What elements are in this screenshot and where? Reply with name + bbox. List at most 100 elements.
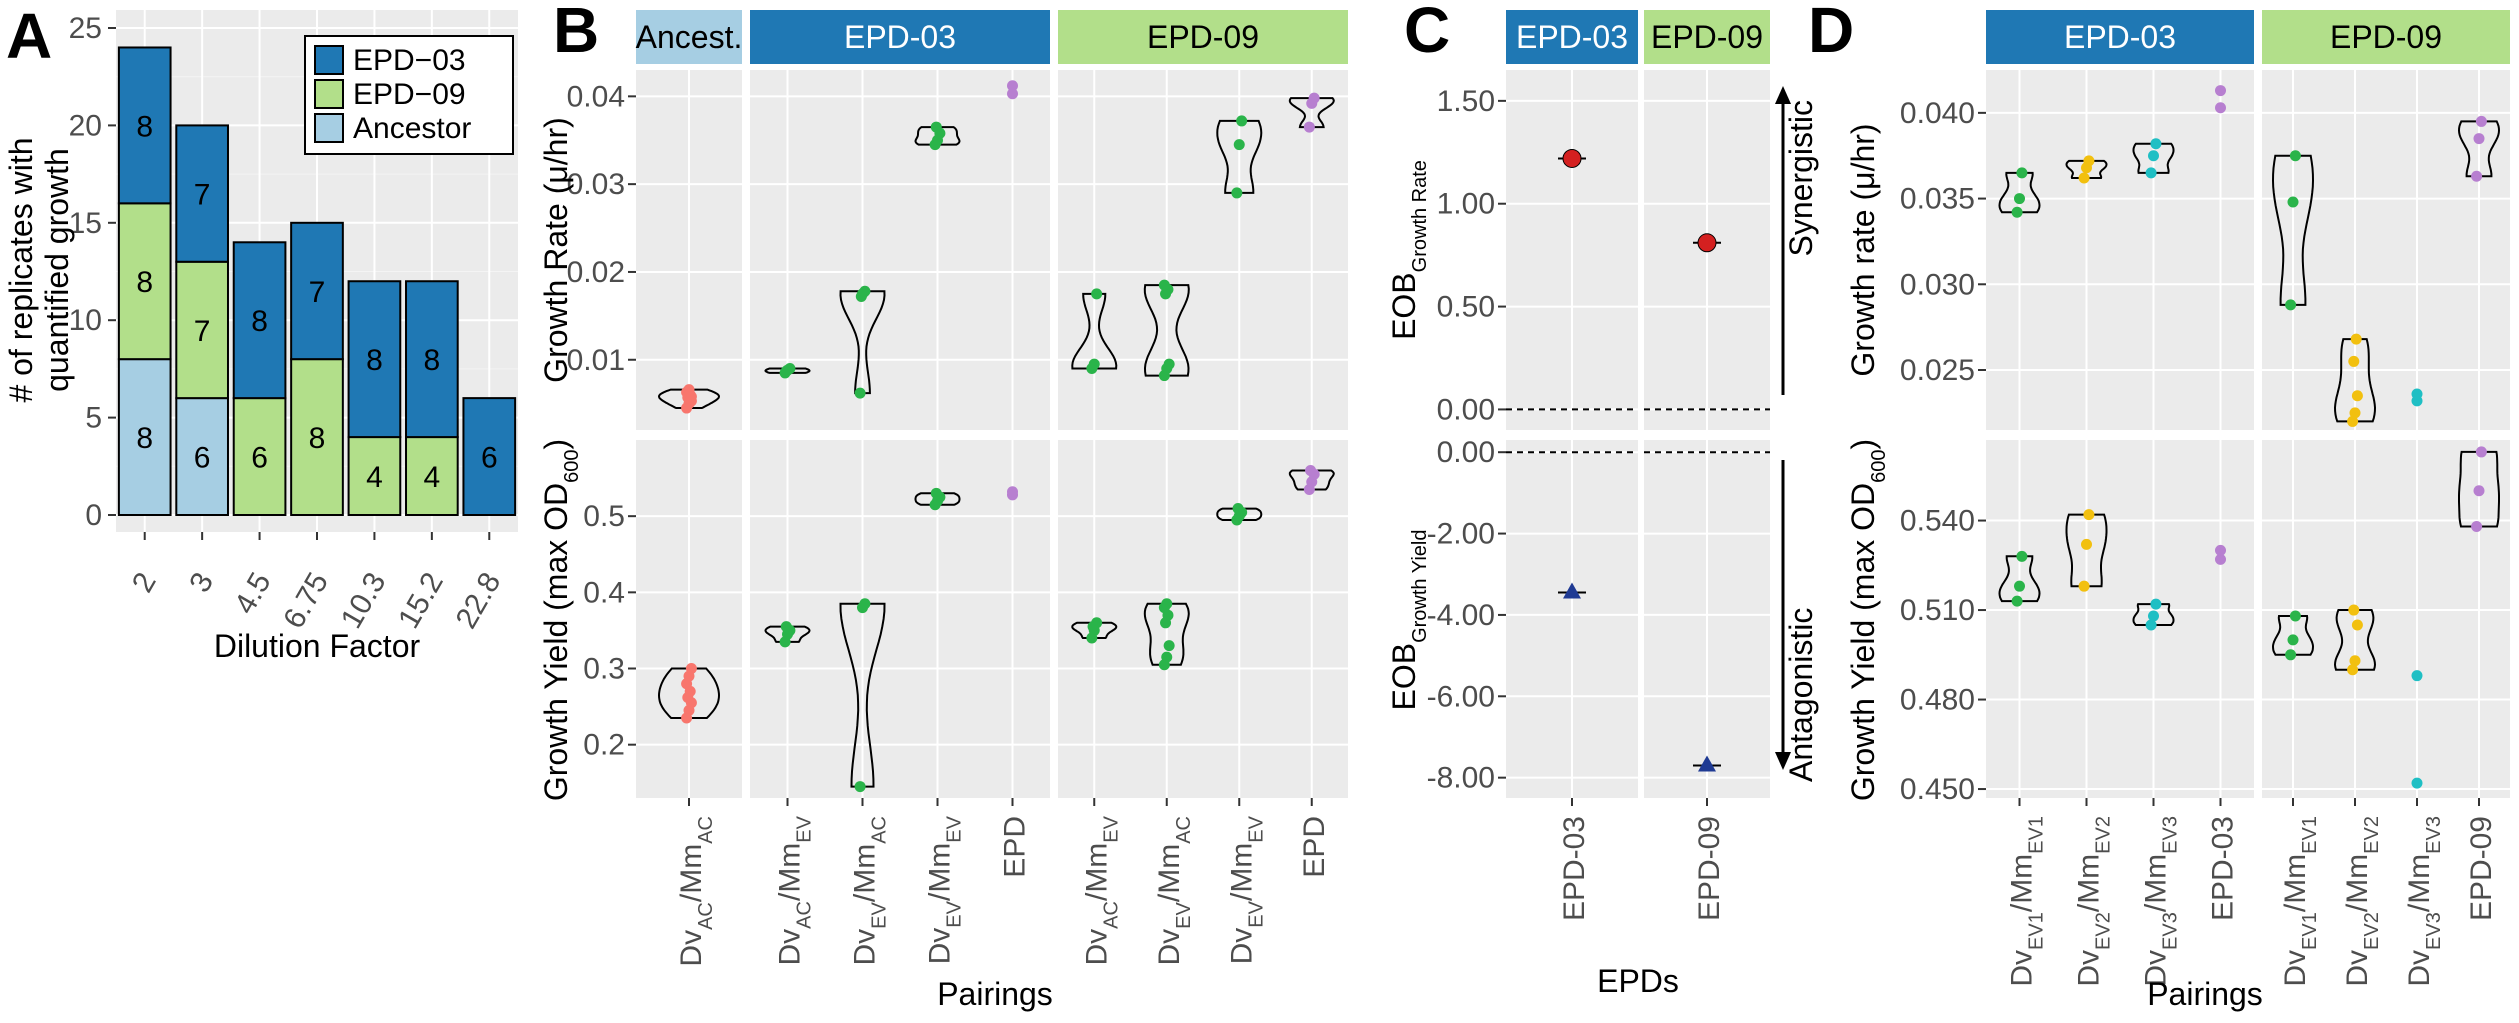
- panel-a-ylabel: # of replicates with: [3, 137, 39, 402]
- panel-b-yield-1-violin: [839, 602, 886, 788]
- panel-a-ytick: 20: [69, 109, 102, 142]
- panel-d-rate-1-point: [2347, 415, 2359, 427]
- panel-d-rate-1-point: [2078, 172, 2090, 184]
- panel-d-yield-3-violin: [2458, 450, 2500, 528]
- panel-d-rate-2-violin: [2132, 142, 2175, 174]
- panel-c-antagonism-arrowhead: [1775, 752, 1791, 770]
- panel-b-rate-1-point: [1158, 279, 1170, 291]
- panel-c-rate-ytick: 1.00: [1437, 188, 1495, 221]
- panel-c-strip-1-label: EPD-09: [1651, 19, 1763, 55]
- panel-letter-b: B: [553, 0, 599, 66]
- panel-d-yield-2-point: [2145, 619, 2157, 631]
- panel-d-yield-3-point: [2475, 446, 2487, 458]
- panel-a-data-label: 8: [136, 266, 153, 299]
- panel-b-yield-0-point: [780, 621, 792, 633]
- panel-b-strip-ancestor: [636, 10, 742, 64]
- panel-b-yield-point: [1007, 486, 1018, 498]
- panel-b-strip-epd09: [1058, 10, 1348, 64]
- panel-b-rate-2-point: [930, 121, 942, 133]
- panel-c-xtick: EPD-03: [1558, 816, 1591, 921]
- panel-c-rate-ylabel: EOBGrowth Rate: [1386, 160, 1431, 340]
- panel-b-yield-2-violin: [1216, 507, 1263, 521]
- panel-d-rate-ytick: 0.040: [1900, 97, 1975, 130]
- panel-a-xtick: 2: [126, 567, 163, 598]
- panel-d-yield-0-point: [2287, 634, 2299, 646]
- panel-letter-c: C: [1404, 0, 1450, 66]
- panel-b-rate-1-point: [1163, 358, 1175, 370]
- panel-a-bar-segment: [117, 202, 172, 361]
- panel-d-strip-epd03-label: EPD-03: [2064, 19, 2176, 55]
- panel-b-rate-3-point: [1303, 121, 1315, 133]
- panel-b-strip-epd03-label: EPD-03: [844, 19, 956, 55]
- panel-d-yield-1-point: [2349, 655, 2361, 667]
- panel-c-yield-point: [1698, 755, 1716, 772]
- panel-c-antagonistic-label: Antagonistic: [1783, 608, 1819, 782]
- panel-b-yield-2-point: [930, 487, 942, 499]
- panel-b-yield-2-violin: [914, 492, 961, 506]
- panel-b-xtick: DvEV/MmEV: [1225, 815, 1267, 964]
- panel-c-rate-ytick: 1.50: [1437, 85, 1495, 118]
- panel-a-xtick: 3: [183, 567, 220, 598]
- panel-d-rate-point: [2411, 388, 2423, 400]
- panel-c-yield-ytick: -6.00: [1427, 680, 1495, 713]
- panel-d-strip-epd03: [1986, 10, 2254, 64]
- panel-d-rate-ytick: 0.030: [1900, 268, 1975, 301]
- panel-b-yield-ytick: 0.5: [583, 500, 625, 533]
- panel-d-rate-ytick: 0.025: [1900, 354, 1975, 387]
- panel-d-xtick: DvEV2/MmEV2: [2073, 816, 2115, 987]
- panel-b-xtick: DvAC/MmEV: [1080, 815, 1122, 965]
- panel-b-yield-0-violin: [764, 625, 811, 643]
- panel-a-data-label: 8: [136, 422, 153, 455]
- panel-a-legend-swatch: [314, 45, 344, 75]
- panel-a-ytick: 5: [85, 402, 102, 435]
- panel-b-yield-3-point: [1305, 464, 1317, 476]
- panel-d-rate-0-point: [2285, 299, 2297, 311]
- panel-d-rate-area: [2262, 70, 2510, 430]
- panel-d-rate-3-point: [2471, 170, 2483, 182]
- panel-d-yield-1-violin: [2333, 609, 2377, 671]
- panel-d-rate-3-violin: [2457, 120, 2501, 178]
- panel-d-yield-1-point: [2081, 538, 2092, 550]
- panel-c-yield-ylabel: EOBGrowth Yield: [1386, 530, 1431, 711]
- panel-b-rate-0-violin: [764, 367, 811, 374]
- panel-b-yield-1-violin: [1143, 602, 1190, 666]
- panel-d-yield-0-point: [2016, 550, 2028, 562]
- panel-d-rate-2-point: [2145, 167, 2157, 179]
- panel-a-bar-segment: [117, 358, 172, 516]
- panel-d-yield-ylabel: Growth Yield (max OD600): [1845, 439, 1890, 801]
- panel-d-yield-0-point: [2289, 610, 2301, 622]
- panel-letter-a: A: [6, 0, 52, 72]
- panel-d-yield-1-point: [2351, 619, 2363, 631]
- panel-d-yield-0-violin: [2271, 615, 2315, 656]
- panel-d-xtick: DvEV2/MmEV2: [2341, 816, 2383, 987]
- panel-b-rate-1-violin: [1143, 284, 1190, 377]
- panel-d-yield-ytick: 0.480: [1900, 684, 1975, 717]
- panel-d-xlabel: Pairings: [2147, 976, 2263, 1012]
- panel-a-data-label: 6: [481, 442, 498, 475]
- panel-d-yield-1-point: [2083, 509, 2095, 521]
- panel-b-xtick: EPD: [1298, 816, 1331, 878]
- panel-b-yield-area: [1058, 440, 1348, 798]
- panel-b-rate-2-violin: [914, 126, 961, 146]
- panel-d-yield-point: [2411, 670, 2423, 682]
- panel-d-rate-3-point: [2475, 115, 2487, 127]
- panel-a-data-label: 8: [424, 344, 441, 377]
- panel-d-rate-2-point: [2150, 138, 2162, 150]
- panel-b-rate-ytick: 0.02: [567, 256, 625, 289]
- panel-a-ytick: 0: [85, 499, 102, 532]
- panel-a-legend-swatch: [314, 113, 344, 143]
- panel-a-xlabel: Dilution Factor: [214, 628, 421, 664]
- panel-b-yield-0-violin: [1071, 621, 1118, 639]
- panel-a-data-label: 6: [194, 442, 211, 475]
- panel-c-strip-1: [1644, 10, 1770, 64]
- panel-d-rate-1-violin: [2065, 159, 2108, 179]
- panel-b-rate-ylabel: Growth Rate (μ/hr): [538, 117, 574, 383]
- panel-c-xlabel: EPDs: [1597, 963, 1679, 999]
- panel-b-rate-2-violin: [1216, 119, 1263, 194]
- panel-c-xtick: EPD-09: [1693, 816, 1726, 921]
- panel-a-xtick: 15.2: [392, 567, 450, 634]
- panel-c-rate-ytick: 0.50: [1437, 291, 1495, 324]
- panel-b-xtick: EPD: [999, 816, 1032, 878]
- panel-d-strip-epd09: [2262, 10, 2510, 64]
- panel-b-yield-1-point: [854, 781, 866, 793]
